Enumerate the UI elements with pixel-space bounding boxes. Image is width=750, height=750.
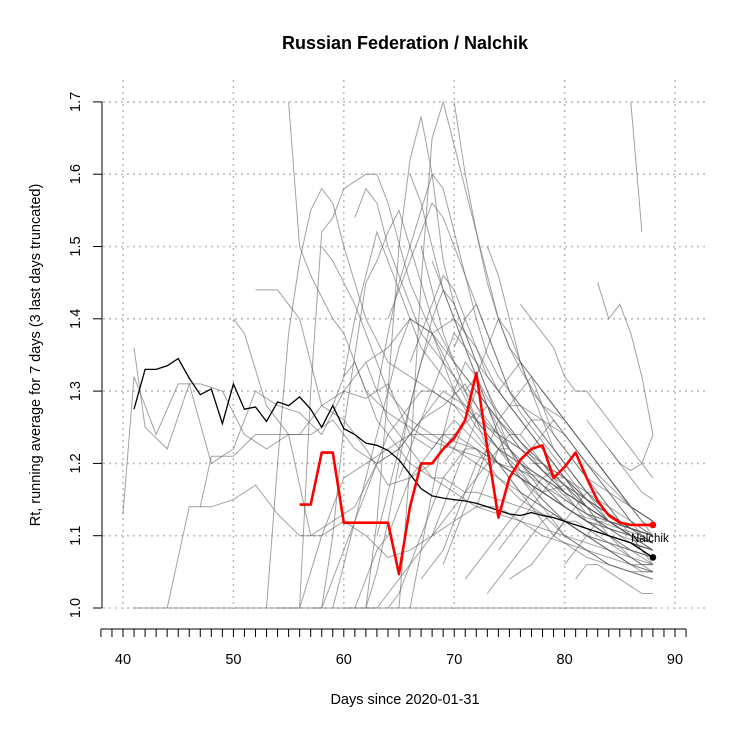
- y-tick-label: 1.4: [68, 309, 84, 329]
- y-tick-label: 1.6: [68, 164, 84, 184]
- x-axis-label: Days since 2020-01-31: [330, 692, 479, 708]
- region-series-line-12: [365, 116, 654, 609]
- nalchik-point-label: Nalchik: [631, 533, 669, 545]
- y-tick-label: 1.7: [68, 92, 84, 112]
- region-series-line-17: [520, 303, 654, 479]
- x-tick-label: 70: [446, 652, 462, 668]
- national-series-line: [133, 357, 654, 558]
- region-series-line-19: [630, 101, 643, 233]
- national-end-point: [649, 554, 657, 561]
- x-tick-label: 80: [557, 652, 573, 668]
- region-series-line-55: [509, 520, 653, 580]
- region-series-line-57: [365, 448, 654, 609]
- x-tick-label: 40: [115, 652, 131, 668]
- region-series-line-53: [608, 434, 654, 472]
- x-tick-label: 60: [336, 652, 352, 668]
- regional-series-group: [122, 100, 654, 609]
- y-axis-label: Rt, running average for 7 days (3 last d…: [28, 184, 44, 527]
- national-series-group: [133, 357, 657, 561]
- region-series-line-51: [542, 390, 654, 529]
- city-series-line: [299, 371, 653, 576]
- region-series-line-54: [420, 448, 653, 580]
- region-series-line-18: [597, 282, 654, 435]
- x-tick-label: 50: [225, 652, 241, 668]
- y-tick-label: 1.0: [68, 598, 84, 618]
- region-series-line-29: [365, 362, 654, 566]
- x-tick-label: 90: [667, 652, 683, 668]
- region-series-line-6: [233, 318, 654, 544]
- region-series-line-46: [354, 187, 654, 544]
- y-tick-label: 1.2: [68, 453, 84, 473]
- y-tick-label: 1.5: [68, 236, 84, 256]
- axes: 1.0 1.1 1.2 1.3 1.4 1.5 1.6 1.7 40 50 60 70 80 90: [68, 92, 687, 668]
- city-end-point: [649, 521, 657, 529]
- region-series-line-13: [398, 100, 654, 609]
- region-series-line-4: [166, 484, 653, 609]
- y-tick-label: 1.3: [68, 381, 84, 401]
- region-series-line-59: [431, 260, 654, 537]
- region-series-line-36: [575, 564, 653, 594]
- city-series-group: [299, 371, 657, 576]
- region-series-line-44: [486, 513, 653, 594]
- y-tick-label: 1.1: [68, 526, 84, 546]
- chart-title: Russian Federation / Nalchik: [282, 33, 529, 53]
- region-series-line-39: [343, 230, 654, 544]
